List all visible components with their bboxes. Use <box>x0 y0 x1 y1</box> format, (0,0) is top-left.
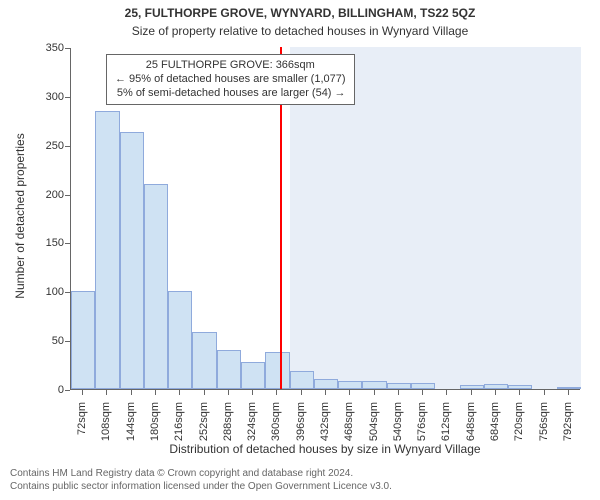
bar <box>217 350 241 389</box>
xtick-mark <box>82 390 83 395</box>
chart-title-line1: 25, FULTHORPE GROVE, WYNYARD, BILLINGHAM… <box>0 6 600 20</box>
xtick-mark <box>106 390 107 395</box>
bar <box>71 291 95 389</box>
ytick-label: 100 <box>36 286 64 298</box>
bar <box>95 111 119 389</box>
xtick-mark <box>252 390 253 395</box>
bar <box>484 384 508 389</box>
bar <box>557 387 581 389</box>
x-axis-label: Distribution of detached houses by size … <box>70 442 580 456</box>
annotation-line3: 5% of semi-detached houses are larger (5… <box>115 87 346 101</box>
annotation-line1: 25 FULTHORPE GROVE: 366sqm <box>115 59 346 73</box>
bar <box>120 132 144 389</box>
footer-line2: Contains public sector information licen… <box>10 481 392 494</box>
y-axis-label: Number of detached properties <box>13 66 27 366</box>
bar <box>290 371 314 389</box>
bar <box>144 184 168 389</box>
xtick-mark <box>398 390 399 395</box>
xtick-mark <box>301 390 302 395</box>
footer: Contains HM Land Registry data © Crown c… <box>10 468 392 493</box>
ytick-mark <box>65 292 70 293</box>
ytick-label: 0 <box>36 384 64 396</box>
footer-line1: Contains HM Land Registry data © Crown c… <box>10 468 392 481</box>
xtick-mark <box>228 390 229 395</box>
xtick-mark <box>276 390 277 395</box>
bar <box>314 379 338 389</box>
xtick-mark <box>374 390 375 395</box>
bar <box>387 383 411 389</box>
xtick-mark <box>471 390 472 395</box>
bar <box>241 362 265 389</box>
xtick-mark <box>155 390 156 395</box>
xtick-mark <box>422 390 423 395</box>
chart-title-line2: Size of property relative to detached ho… <box>0 24 600 38</box>
bar <box>265 352 289 389</box>
ytick-label: 300 <box>36 91 64 103</box>
xtick-mark <box>446 390 447 395</box>
ytick-mark <box>65 341 70 342</box>
xtick-mark <box>131 390 132 395</box>
ytick-mark <box>65 97 70 98</box>
ytick-label: 200 <box>36 189 64 201</box>
xtick-mark <box>544 390 545 395</box>
xtick-mark <box>495 390 496 395</box>
ytick-mark <box>65 48 70 49</box>
bar <box>508 385 532 389</box>
xtick-mark <box>179 390 180 395</box>
ytick-label: 50 <box>36 335 64 347</box>
ytick-mark <box>65 243 70 244</box>
ytick-label: 250 <box>36 140 64 152</box>
plot-area: 25 FULTHORPE GROVE: 366sqm ← 95% of deta… <box>70 48 580 390</box>
annotation-line2: ← 95% of detached houses are smaller (1,… <box>115 73 346 87</box>
bar <box>362 381 386 389</box>
ytick-mark <box>65 146 70 147</box>
xtick-mark <box>349 390 350 395</box>
xtick-mark <box>568 390 569 395</box>
annotation-box: 25 FULTHORPE GROVE: 366sqm ← 95% of deta… <box>106 54 355 105</box>
chart-container: 25, FULTHORPE GROVE, WYNYARD, BILLINGHAM… <box>0 0 600 500</box>
bar <box>338 381 362 389</box>
ytick-mark <box>65 195 70 196</box>
xtick-mark <box>204 390 205 395</box>
xtick-mark <box>519 390 520 395</box>
bar <box>460 385 484 389</box>
bar <box>168 291 192 389</box>
ytick-label: 150 <box>36 237 64 249</box>
ytick-mark <box>65 390 70 391</box>
ytick-label: 350 <box>36 42 64 54</box>
bar <box>192 332 216 389</box>
bar <box>411 383 435 389</box>
xtick-mark <box>325 390 326 395</box>
